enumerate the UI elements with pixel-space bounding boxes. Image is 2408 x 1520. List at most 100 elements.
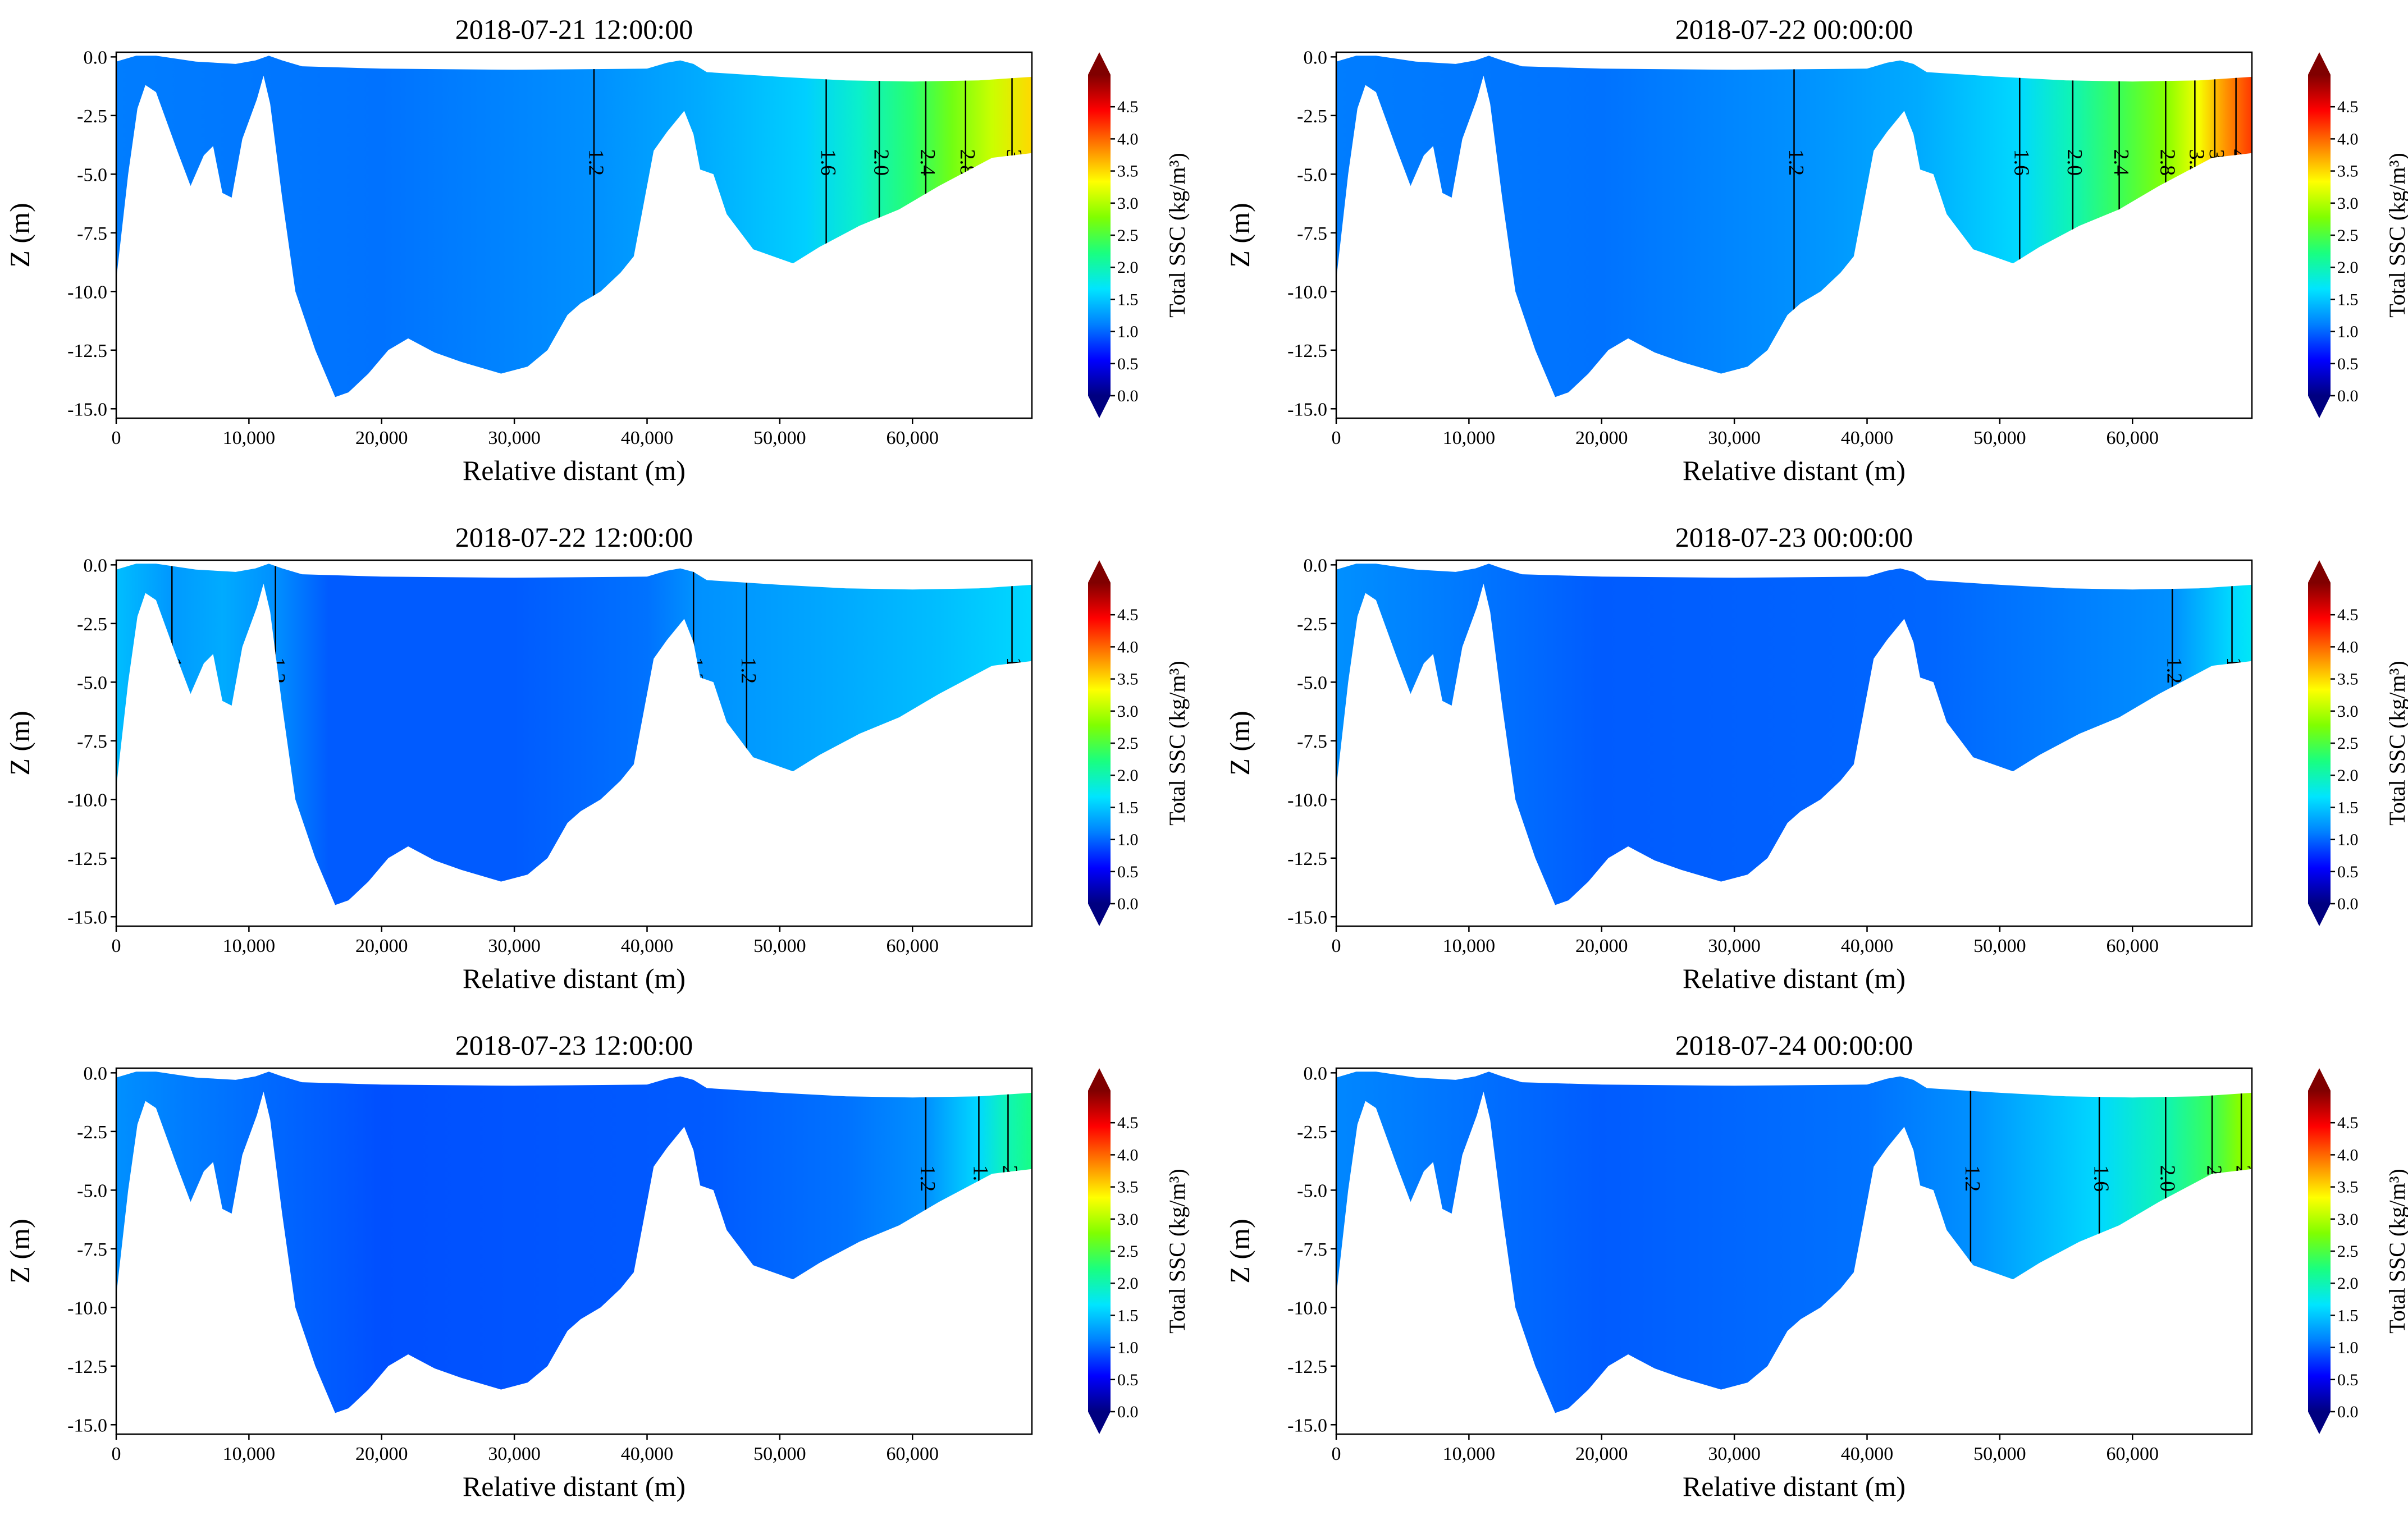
contour-label: 1.2 [2162,657,2186,684]
contour-label: 2.4 [2109,149,2133,176]
colorbar-tick-label: 1.5 [1117,1306,1139,1325]
colorbar-extend-max [1088,52,1111,75]
y-tick-label: 0.0 [84,555,108,576]
colorbar-tick-label: 4.0 [2337,1146,2359,1164]
colorbar-tick-label: 1.0 [1117,323,1139,341]
y-axis-label: Z (m) [4,203,35,267]
colorbar-tick-label: 4.5 [2337,1114,2359,1132]
x-tick-label: 60,000 [887,936,939,956]
y-tick-label: -7.5 [77,1239,107,1260]
colorbar-tick-label: 3.0 [1117,1210,1139,1229]
colorbar-tick-label: 4.0 [1117,130,1139,148]
y-tick-label: -5.0 [77,672,107,693]
colorbar-tick-label: 2.5 [1117,734,1139,753]
colorbar-tick-label: 0.0 [2337,895,2359,913]
colorbar-tick-label: 2.5 [1117,1242,1139,1261]
x-axis-label: Relative distant (m) [1683,963,1906,994]
x-tick-label: 0 [112,428,121,448]
y-tick-label: -15.0 [67,907,107,928]
colorbar-tick-label: 0.5 [2337,355,2359,373]
x-tick-label: 60,000 [2107,428,2159,448]
x-tick-label: 50,000 [1973,428,2026,448]
colorbar: 0.0 0.5 1.0 1.5 2.0 2.5 3.0 3.5 4.0 4.5 Total SSC … [2308,560,2408,926]
colorbar-tick-label: 4.5 [2337,98,2359,116]
colorbar-tick-label: 4.5 [1117,606,1139,624]
y-tick-label: -7.5 [1297,1239,1327,1260]
y-tick-label: -2.5 [77,1122,107,1143]
x-tick-label: 60,000 [2107,936,2159,956]
colorbar-tick-label: 0.0 [1117,1403,1139,1421]
axes-frame [1335,1067,2253,1435]
contour-label: 1.6 [2089,1165,2113,1192]
y-tick-label: -10.0 [67,790,107,811]
colorbar-extend-max [2308,52,2331,75]
y-tick-label: -10.0 [1287,790,1327,811]
y-axis-label: Z (m) [4,711,35,775]
y-tick-label: -2.5 [1297,106,1327,127]
colorbar-extend-min [2308,396,2331,418]
y-axis-label: Z (m) [4,1219,35,1283]
colorbar-extend-max [2308,560,2331,583]
axes-frame [115,559,1033,927]
y-tick-label: -12.5 [67,1357,107,1377]
colorbar-tick-label: 2.5 [2337,734,2359,753]
x-tick-label: 50,000 [753,1444,806,1464]
x-tick-label: 40,000 [621,428,674,448]
x-tick-label: 30,000 [488,936,541,956]
x-axis-label: Relative distant (m) [463,963,686,994]
colorbar-tick-label: 4.0 [1117,1146,1139,1164]
y-tick-label: -10.0 [1287,282,1327,303]
x-tick-label: 30,000 [1708,428,1761,448]
x-tick-label: 0 [1332,428,1341,448]
colorbar-tick-label: 0.0 [2337,387,2359,405]
contour-label: 2.0 [2063,149,2086,176]
contour-label: 2.0 [998,1165,1022,1192]
x-tick-label: 20,000 [355,936,408,956]
x-tick-label: 60,000 [887,1444,939,1464]
colorbar-tick-label: 0.0 [2337,1403,2359,1421]
x-tick-label: 30,000 [488,428,541,448]
colorbar-tick-label: 0.0 [1117,895,1139,913]
x-tick-label: 10,000 [1443,1444,1496,1464]
colorbar-extend-min [1088,396,1111,418]
contour-label: 4.0 [2226,149,2250,176]
y-axis-label: Z (m) [1224,711,1255,775]
colorbar-tick-label: 1.5 [1117,290,1139,309]
y-tick-label: -2.5 [1297,614,1327,635]
x-tick-label: 10,000 [1443,936,1496,956]
x-axis-label: Relative distant (m) [1683,1471,1906,1502]
colorbar-label: Total SSC (kg/m³) [2384,661,2408,826]
colorbar-tick-label: 1.0 [2337,831,2359,849]
x-tick-label: 0 [1332,1444,1341,1464]
y-tick-label: -5.0 [77,164,107,185]
y-tick-label: 0.0 [84,1063,108,1084]
y-tick-label: -15.0 [1287,1415,1327,1436]
contour-label: 1.2 [1961,1165,1984,1192]
x-tick-label: 30,000 [488,1444,541,1464]
colorbar-tick-label: 3.0 [2337,1210,2359,1229]
colorbar-label: Total SSC (kg/m³) [1164,153,1190,318]
axes-frame [1335,559,2253,927]
colorbar-tick-label: 1.5 [2337,1306,2359,1325]
colorbar-tick-label: 2.5 [2337,1242,2359,1261]
x-tick-label: 40,000 [1841,1444,1894,1464]
panel-title: 2018-07-23 00:00:00 [1675,521,1913,553]
colorbar-label: Total SSC (kg/m³) [1164,1169,1190,1334]
colorbar-tick-label: 4.0 [1117,638,1139,656]
colorbar-tick-label: 3.0 [2337,194,2359,213]
x-tick-label: 50,000 [1973,1444,2026,1464]
colorbar-tick-label: 2.5 [1117,226,1139,245]
colorbar-tick-label: 1.5 [2337,798,2359,817]
x-tick-label: 20,000 [1575,936,1628,956]
ssc-field [116,56,1032,397]
colorbar-tick-label: 2.0 [2337,258,2359,277]
y-axis-label: Z (m) [1224,203,1255,267]
colorbar-tick-label: 1.0 [1117,1339,1139,1357]
contour-label: 2.4 [916,149,939,176]
colorbar-tick-label: 3.5 [2337,670,2359,689]
y-tick-label: -10.0 [67,282,107,303]
colorbar-tick-label: 4.5 [2337,606,2359,624]
y-tick-label: -7.5 [1297,223,1327,244]
colorbar-tick-label: 3.5 [1117,162,1139,181]
ssc-field [1336,564,2252,905]
